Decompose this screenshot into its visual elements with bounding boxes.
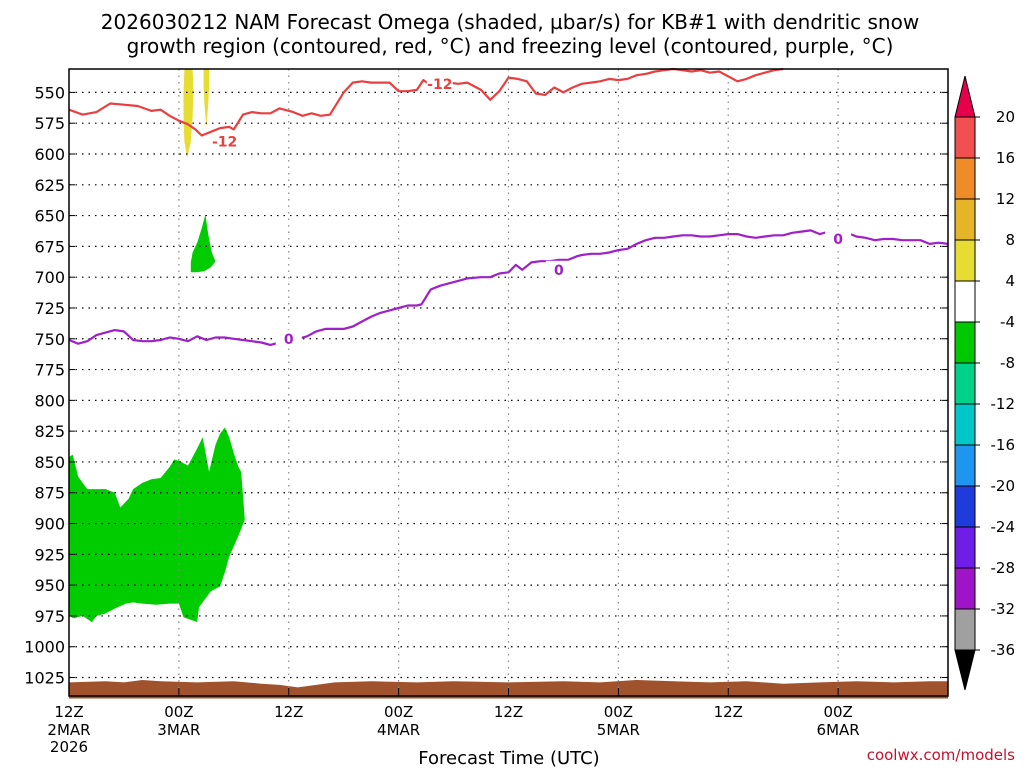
x-tick-label: 12Z	[714, 703, 743, 721]
colorbar-label: -24	[991, 518, 1016, 536]
x-tick-label: 00Z	[164, 703, 193, 721]
colorbar-label: -8	[1000, 354, 1015, 372]
colorbar-cell	[954, 608, 976, 651]
x-tick-label: 12Z	[54, 703, 83, 721]
grid-lines	[69, 69, 948, 696]
shaded-region-1	[190, 214, 216, 273]
colorbar-tip-top	[954, 75, 976, 118]
colorbar-cell	[954, 116, 976, 159]
colorbar-label: 12	[996, 190, 1015, 208]
y-tick-label: 925	[34, 545, 65, 564]
y-tick-label: 625	[34, 176, 65, 195]
credit-text: coolwx.com/models	[867, 746, 1015, 764]
x-tick-label: 00Z	[604, 703, 633, 721]
shaded-region-0	[69, 427, 245, 623]
contour-line	[68, 67, 784, 137]
contour-label-bg	[825, 229, 852, 247]
x-tick-sublabel: 6MAR	[817, 721, 860, 739]
x-tick-sublabel2: 2026	[50, 738, 88, 756]
colorbar-cell	[954, 239, 976, 282]
colorbar-label: -4	[1000, 313, 1015, 331]
shaded-region-2	[183, 69, 194, 158]
contour-label: -12	[212, 135, 237, 151]
contour-label: 0	[833, 232, 843, 248]
colorbar-cell	[954, 567, 976, 610]
omega-shading	[69, 69, 948, 699]
y-tick-label: 900	[34, 515, 65, 534]
contour-lines: -12 -12 0 0 0	[68, 67, 949, 348]
colorbar-label: 4	[1005, 272, 1015, 290]
y-tick-label: 550	[34, 83, 65, 102]
colorbar-cell	[954, 444, 976, 487]
colorbar-cell	[954, 362, 976, 405]
y-tick-label: 600	[34, 145, 65, 164]
y-tick-label: 800	[34, 391, 65, 410]
y-tick-label: 575	[34, 114, 65, 133]
y-tick-label: 700	[34, 268, 65, 287]
y-tick-label: 775	[34, 361, 65, 380]
x-tick-sublabel: 4MAR	[377, 721, 420, 739]
y-tick-label: 675	[34, 237, 65, 256]
y-axis-ticks: 550 575 600 625 650 675 700 725 750 775 800 825 850 8…	[24, 83, 948, 688]
contour-label: 0	[284, 332, 294, 348]
colorbar-label: 16	[996, 149, 1015, 167]
x-tick-sublabel: 5MAR	[597, 721, 640, 739]
colorbar-label: -32	[991, 600, 1016, 618]
contour-label-bg	[426, 74, 453, 92]
x-tick-label: 12Z	[494, 703, 523, 721]
colorbar-cell	[954, 403, 976, 446]
colorbar-cell	[954, 485, 976, 528]
contour-label: -12	[427, 77, 452, 93]
chart-title-line2: growth region (contoured, red, °C) and f…	[127, 34, 894, 58]
colorbar-label: -36	[991, 641, 1016, 659]
x-tick-label: 00Z	[823, 703, 852, 721]
x-axis-title: Forecast Time (UTC)	[418, 748, 599, 768]
colorbar-label: 8	[1005, 231, 1015, 249]
colorbar: 20 16 12 8 4 -4 -8 -12 -16 -20 -24 -28 -32 -36	[954, 75, 1016, 691]
contour-line	[68, 229, 949, 346]
contour-label-bg	[211, 132, 238, 150]
y-tick-label: 725	[34, 299, 65, 318]
colorbar-tip-bottom	[954, 649, 976, 691]
shaded-region-3	[203, 69, 210, 127]
colorbar-label: 20	[996, 108, 1015, 126]
chart-title-line1: 2026030212 NAM Forecast Omega (shaded, µ…	[101, 10, 919, 34]
x-tick-sublabel: 3MAR	[157, 721, 200, 739]
contour-label-bg	[545, 260, 572, 278]
colorbar-cell	[954, 198, 976, 241]
y-tick-label: 650	[34, 207, 65, 226]
y-tick-label: 950	[34, 576, 65, 595]
contour-label: 0	[554, 263, 564, 279]
colorbar-label: -16	[991, 436, 1016, 454]
y-tick-label: 825	[34, 422, 65, 441]
y-tick-label: 1000	[24, 638, 65, 657]
contour-label-bg	[275, 329, 302, 347]
x-tick-sublabel: 2MAR	[47, 721, 90, 739]
colorbar-cell	[954, 157, 976, 200]
colorbar-label: -28	[991, 559, 1016, 577]
y-tick-label: 750	[34, 330, 65, 349]
x-tick-label: 12Z	[274, 703, 303, 721]
colorbar-cell	[954, 280, 976, 323]
y-tick-label: 850	[34, 453, 65, 472]
x-tick-label: 00Z	[384, 703, 413, 721]
y-tick-label: 1025	[24, 669, 65, 688]
colorbar-label: -20	[991, 477, 1016, 495]
colorbar-cell	[954, 526, 976, 569]
colorbar-cell	[954, 321, 976, 364]
colorbar-label: -12	[991, 395, 1016, 413]
y-tick-label: 875	[34, 484, 65, 503]
y-tick-label: 975	[34, 607, 65, 626]
